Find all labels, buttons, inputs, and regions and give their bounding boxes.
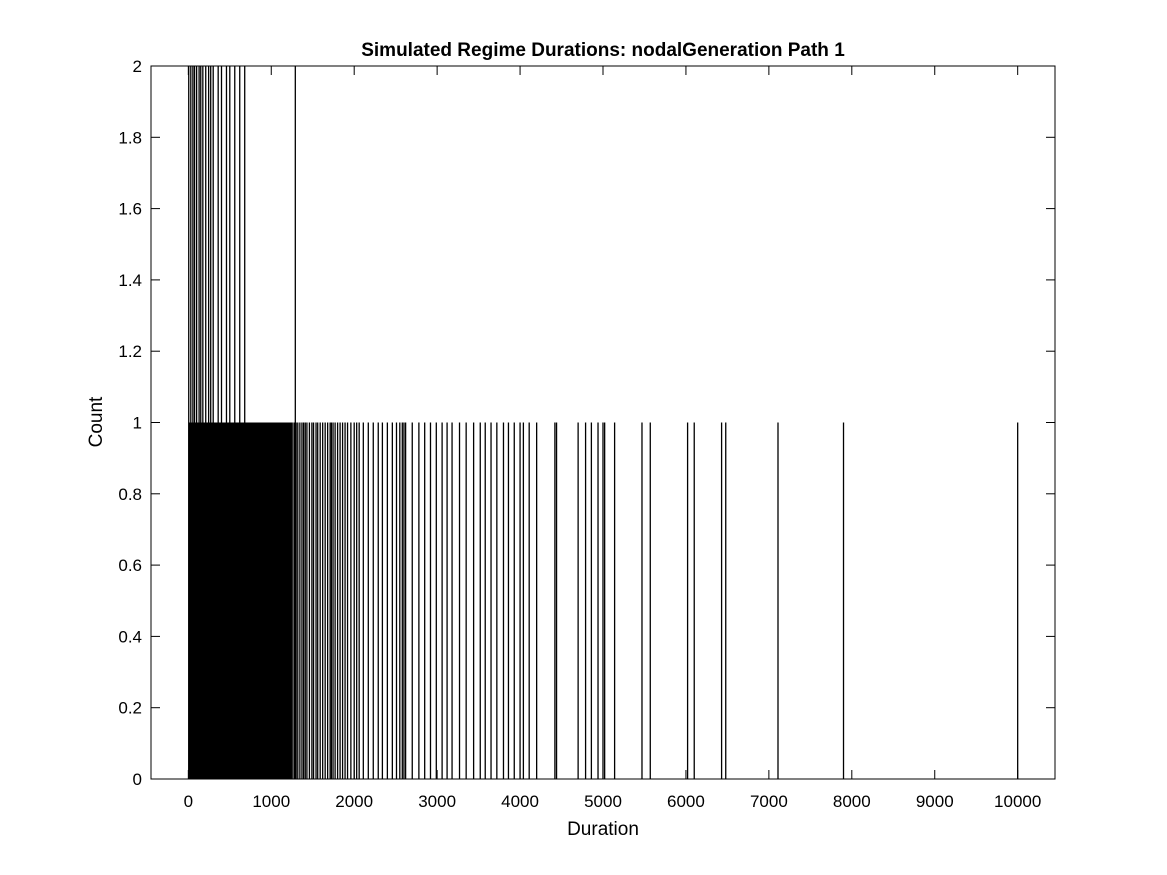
y-tick-label: 0.6 bbox=[118, 556, 142, 575]
y-tick-label: 0.2 bbox=[118, 699, 142, 718]
y-tick-label: 1 bbox=[133, 414, 142, 433]
x-tick-label: 4000 bbox=[501, 792, 539, 811]
x-axis-label: Duration bbox=[567, 819, 639, 840]
x-tick-label: 6000 bbox=[667, 792, 705, 811]
y-tick-label: 2 bbox=[133, 57, 142, 76]
x-tick-label: 1000 bbox=[252, 792, 290, 811]
y-tick-label: 0.4 bbox=[118, 627, 142, 646]
y-tick-label: 1.4 bbox=[118, 271, 142, 290]
x-tick-label: 7000 bbox=[750, 792, 788, 811]
x-tick-label: 9000 bbox=[916, 792, 954, 811]
y-ticks-group: 0 0.2 0.4 0.6 0.8 1 1.2 1.4 1.6 1.8 2 bbox=[118, 57, 1055, 789]
x-tick-label: 8000 bbox=[833, 792, 871, 811]
y-tick-label: 0 bbox=[133, 770, 142, 789]
y-tick-label: 1.6 bbox=[118, 200, 142, 219]
x-tick-label: 3000 bbox=[418, 792, 456, 811]
y-tick-label: 1.8 bbox=[118, 128, 142, 147]
y-axis-label: Count bbox=[86, 396, 107, 447]
x-tick-label: 5000 bbox=[584, 792, 622, 811]
x-tick-label: 10000 bbox=[994, 792, 1041, 811]
x-tick-label: 2000 bbox=[335, 792, 373, 811]
y-tick-label: 1.2 bbox=[118, 342, 142, 361]
x-tick-label: 0 bbox=[184, 792, 193, 811]
y-tick-label: 0.8 bbox=[118, 485, 142, 504]
chart-title: Simulated Regime Durations: nodalGenerat… bbox=[361, 40, 845, 61]
x-ticks-group: 0 1000 2000 3000 4000 5000 6000 7000 8000 9000 100… bbox=[184, 66, 1041, 811]
bars-group bbox=[188, 66, 1055, 780]
